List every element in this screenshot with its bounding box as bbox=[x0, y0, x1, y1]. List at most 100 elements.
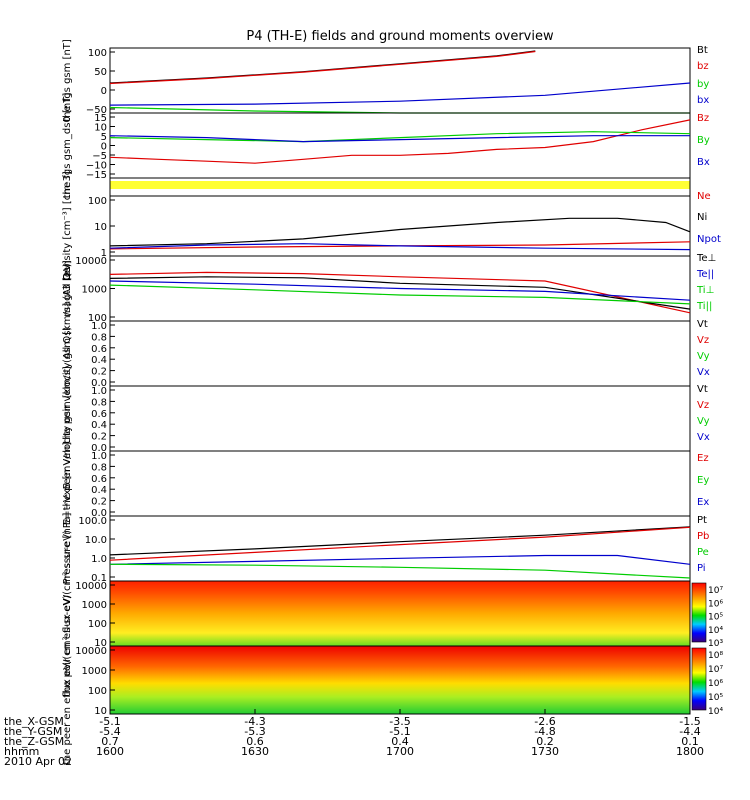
y-axis-label: Density [cm⁻³] [cm-3] bbox=[62, 171, 73, 281]
panel-frame bbox=[109, 47, 691, 114]
colorbar-tick: 10⁷ bbox=[708, 665, 723, 675]
legend-entry: Pi bbox=[697, 563, 706, 574]
y-tick-label: 100 bbox=[88, 686, 107, 697]
colorbar-tick: 10⁶ bbox=[708, 679, 723, 689]
colorbar-tick: 10⁵ bbox=[708, 613, 723, 623]
legend-entry: Ex bbox=[697, 497, 709, 508]
panel-frame bbox=[109, 450, 691, 517]
series-line-Ti⊥ bbox=[109, 280, 691, 301]
y-tick-label: −10 bbox=[86, 161, 107, 172]
x-tick-label: -5.3 bbox=[244, 725, 265, 738]
series-line-Pi bbox=[109, 554, 691, 565]
y-tick-label: 10000 bbox=[75, 256, 107, 267]
x-row-label-1: the_Y-GSM bbox=[4, 725, 62, 738]
x-tick-label: 1600 bbox=[96, 745, 124, 758]
y-tick-label: 1000 bbox=[82, 666, 107, 677]
x-tick-label: 1800 bbox=[676, 745, 704, 758]
colorbar-tick: 10⁸ bbox=[708, 651, 723, 661]
x-tick-label: 1700 bbox=[386, 745, 414, 758]
y-tick-label: 0 bbox=[101, 142, 107, 153]
y-axis-label: E=−VxB [mV/m] bbox=[62, 442, 73, 525]
legend-entry: Bx bbox=[697, 157, 710, 168]
y-tick-label: 10 bbox=[94, 222, 107, 233]
legend-entry: Pb bbox=[697, 531, 709, 542]
legend-entry: Bt bbox=[697, 45, 708, 56]
y-tick-label: 0.0 bbox=[91, 378, 107, 389]
y-axis-label: the peir velocity gsm [km/s] (All Qs) bbox=[62, 263, 73, 444]
colorbar bbox=[691, 582, 707, 643]
spectrogram-image bbox=[110, 646, 690, 714]
colorbar bbox=[691, 647, 707, 711]
legend-entry: Npot bbox=[697, 234, 721, 245]
legend-entry: Bz bbox=[697, 113, 709, 124]
x-tick-label: 0.4 bbox=[391, 735, 409, 748]
x-tick-label: -2.6 bbox=[534, 715, 555, 728]
y-tick-label: 0.1 bbox=[91, 573, 107, 584]
y-tick-label: 5 bbox=[101, 132, 107, 143]
y-tick-label: −15 bbox=[86, 170, 107, 181]
y-tick-label: 10 bbox=[94, 638, 107, 649]
panel-frame bbox=[109, 385, 691, 452]
colorbar-tick: 10⁴ bbox=[708, 626, 723, 636]
series-line-Pt bbox=[109, 526, 691, 556]
legend-entry: Pe bbox=[697, 547, 709, 558]
panel-frame bbox=[109, 195, 691, 257]
colorbar-tick: 10⁷ bbox=[708, 586, 723, 596]
y-tick-label: 0.2 bbox=[91, 497, 107, 508]
series-line-Bz bbox=[109, 119, 691, 164]
legend-entry: By bbox=[697, 135, 710, 146]
y-tick-label: 0.8 bbox=[91, 397, 107, 408]
y-tick-label: 100 bbox=[88, 313, 107, 324]
colorbar-tick: 10⁵ bbox=[708, 693, 723, 703]
y-tick-label: 0.8 bbox=[91, 332, 107, 343]
x-tick-label: 1730 bbox=[531, 745, 559, 758]
y-tick-label: 0.2 bbox=[91, 432, 107, 443]
y-axis-label: the peer en eflux eV/(cm²-s-sr-eV) bbox=[62, 595, 73, 765]
x-date: 2010 Apr 02 bbox=[4, 755, 72, 768]
x-tick-label: -5.1 bbox=[99, 715, 120, 728]
panel-frame bbox=[109, 112, 691, 179]
y-tick-label: 0.0 bbox=[91, 443, 107, 454]
series-line-bx bbox=[109, 106, 690, 114]
series-line-Bt bbox=[109, 50, 536, 84]
legend-entry: Vx bbox=[697, 432, 710, 443]
y-tick-label: 10.0 bbox=[85, 535, 107, 546]
series-line-Npot bbox=[109, 243, 691, 251]
legend-entry: Ey bbox=[697, 475, 709, 486]
series-line-Pe bbox=[109, 563, 691, 579]
series-line-by bbox=[109, 82, 691, 106]
legend-entry: Vz bbox=[697, 335, 709, 346]
legend-entry: bz bbox=[697, 61, 709, 72]
x-tick-label: -4.4 bbox=[679, 725, 700, 738]
x-tick-label: -1.5 bbox=[679, 715, 700, 728]
series-line-Ti|| bbox=[109, 284, 691, 305]
y-tick-label: 100 bbox=[88, 48, 107, 59]
y-tick-label: 0.4 bbox=[91, 485, 107, 496]
y-tick-label: 1.0 bbox=[91, 386, 107, 397]
y-tick-label: 100 bbox=[88, 619, 107, 630]
x-tick-label: 0.7 bbox=[101, 735, 119, 748]
y-axis-label: the peer velocity gsm [km/s] (All Qs) bbox=[62, 326, 73, 510]
y-tick-label: 15 bbox=[94, 113, 107, 124]
x-tick-label: 1630 bbox=[241, 745, 269, 758]
x-tick-label: 0.6 bbox=[246, 735, 264, 748]
series-line-Pb bbox=[109, 526, 691, 561]
series-line-Te|| bbox=[109, 276, 691, 310]
figure-title: P4 (TH-E) fields and ground moments over… bbox=[246, 29, 554, 44]
panel-4: magt3 [eV] 10000 1000 100 Te⊥ Te|| Ti⊥ Ti|| bbox=[62, 253, 716, 324]
yellow-flag-bar bbox=[110, 181, 690, 189]
x-tick-label: -4.3 bbox=[244, 715, 265, 728]
panel-10: 10⁸ 10⁷ 10⁶ 10⁵ 10⁴ the peer en eflux eV/(cm²… bbox=[62, 595, 723, 765]
y-tick-label: 1.0 bbox=[91, 554, 107, 565]
y-tick-label: 1.0 bbox=[91, 321, 107, 332]
legend-entry: Vt bbox=[697, 384, 708, 395]
panel-8: Pressure [nPa] 100.0 10.0 1.0 0.1 Pt Pb Pe Pi bbox=[62, 513, 709, 585]
series-line-Ni bbox=[109, 217, 691, 247]
y-axis-label: magt3 [eV] bbox=[62, 260, 73, 317]
y-tick-label: 0.6 bbox=[91, 409, 107, 420]
colorbar-tick: 10³ bbox=[708, 639, 723, 649]
y-tick-label: 100.0 bbox=[78, 516, 107, 527]
x-tick-label: -4.8 bbox=[534, 725, 555, 738]
